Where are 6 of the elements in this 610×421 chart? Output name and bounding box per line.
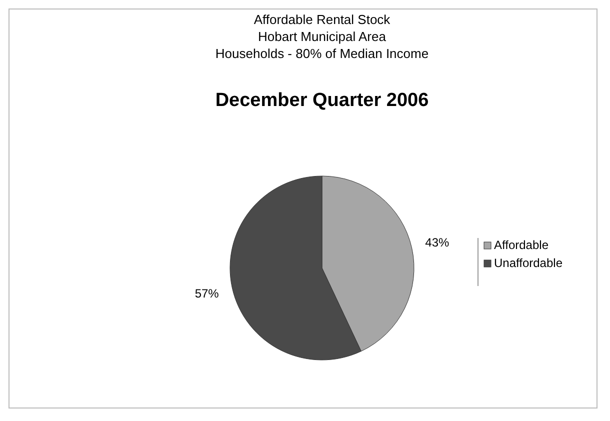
data-label: 57% [194, 286, 220, 301]
data-label: 43% [425, 235, 450, 250]
chart-subtitle: December Quarter 2006 [215, 90, 429, 111]
chart-title: Affordable Rental Stock Hobart Municipal Area Households - 80% of Median Income [215, 12, 429, 61]
legend-label: Affordable [494, 238, 549, 252]
legend-label: Unaffordable [494, 256, 563, 270]
